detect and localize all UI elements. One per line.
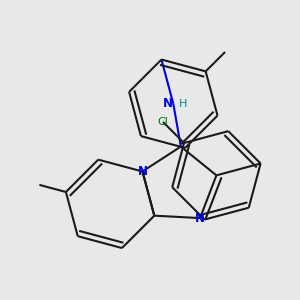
Text: Cl: Cl	[158, 117, 169, 127]
Text: N: N	[163, 97, 173, 110]
Text: N: N	[195, 212, 205, 225]
Text: H: H	[179, 99, 188, 109]
Text: N: N	[137, 165, 148, 178]
